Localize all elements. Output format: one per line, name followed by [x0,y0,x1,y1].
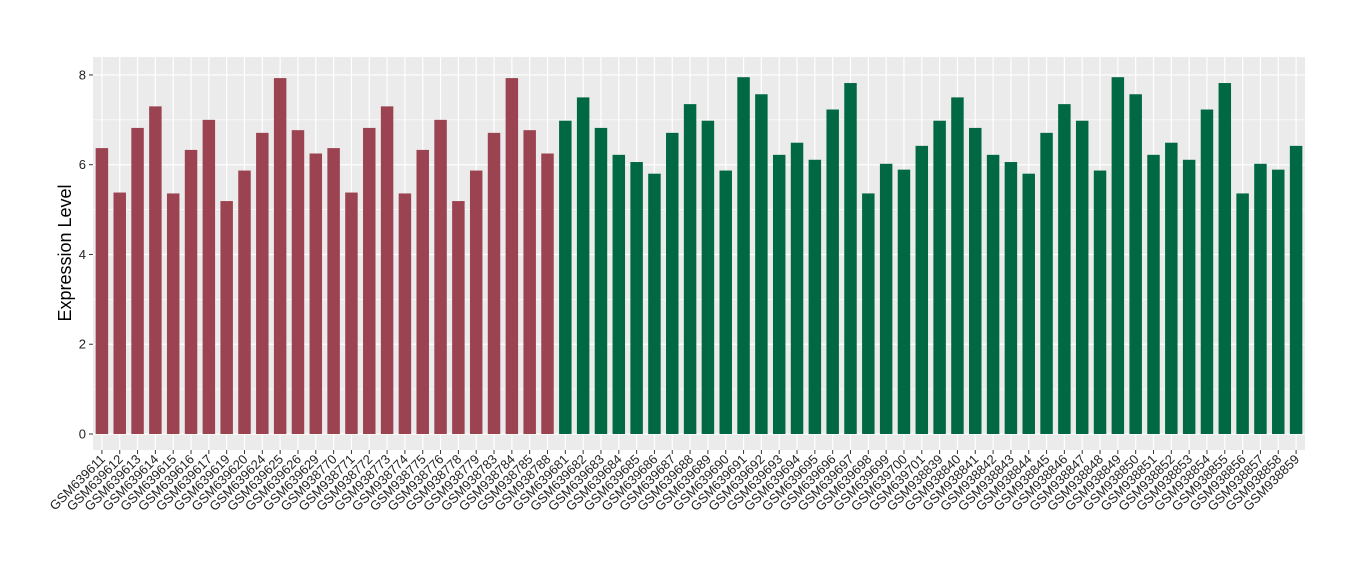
bar [291,130,305,434]
bar [915,145,929,434]
bar [1111,77,1125,435]
bar [1058,104,1071,434]
bar [1289,145,1303,434]
y-tick-label: 6 [79,157,86,172]
bar [737,77,750,435]
bars [95,77,1303,435]
bar [879,163,893,435]
bar [113,192,126,434]
bar [576,97,590,435]
y-tick-label: 0 [79,427,86,442]
bar [666,132,679,434]
bar [309,153,323,434]
bar [1075,120,1089,434]
bar [1272,169,1285,434]
bar [469,170,483,434]
bar [1218,83,1232,435]
bar [648,173,661,434]
bar [683,104,697,434]
bar [1236,193,1249,434]
bar [273,78,287,434]
bar [844,83,857,435]
bar [1182,159,1196,434]
bar [969,127,982,435]
y-axis: 0 2 4 6 8 [79,67,93,442]
x-axis: GSM639611GSM639612GSM639613GSM639614GSM6… [46,450,1302,514]
bar [1200,109,1214,434]
bar [862,193,875,434]
bar [541,153,554,434]
bar [95,148,109,434]
y-tick-label: 8 [79,67,86,82]
bar [202,119,216,434]
bar [1040,132,1053,434]
bar [559,120,572,434]
bar [220,201,233,434]
bar [149,106,162,434]
bar [1129,94,1142,434]
y-tick-label: 4 [79,247,86,262]
bar [452,201,465,434]
bar [808,159,822,434]
bar [256,132,269,434]
bar [523,130,536,434]
bar [1254,163,1267,435]
bar [380,106,394,434]
bar [416,149,429,434]
bar [755,94,768,434]
bar [166,193,180,434]
bar [933,120,946,434]
bar [772,154,786,435]
bar [951,97,964,435]
bar [238,170,251,434]
bar [131,127,144,435]
bar [719,170,732,434]
bar [826,109,839,434]
bar [897,169,911,434]
bar [1004,162,1018,434]
bar [327,148,340,434]
bar [594,127,608,435]
bar [790,142,804,434]
bar [630,162,643,434]
bar [1147,154,1160,435]
bar [184,149,198,434]
bar [1022,173,1035,434]
y-tick-label: 2 [79,337,86,352]
bar [1165,142,1178,434]
bar [612,154,626,435]
bar [505,78,519,434]
bar [1093,170,1107,434]
bar [986,154,1000,435]
bar [487,132,501,434]
y-axis-title: Expression Level [55,184,75,321]
bar [434,119,447,434]
bar [398,193,412,434]
bar [363,127,376,435]
bar [701,120,715,434]
bar [345,192,358,434]
